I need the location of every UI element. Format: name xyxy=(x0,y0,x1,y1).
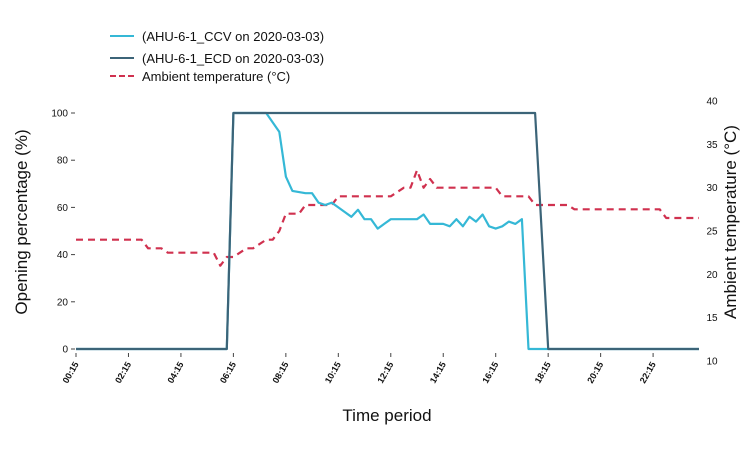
right-y-axis: 10 15 20 25 30 35 40 xyxy=(706,97,718,368)
x-tick-label: 02:15 xyxy=(113,360,133,385)
series-line-2 xyxy=(76,169,699,267)
series-layer xyxy=(76,111,699,351)
left-y-axis: 0 20 40 60 80 100 xyxy=(51,109,75,356)
legend-label-ecd: (AHU-6-1_ECD on 2020-03-03) xyxy=(142,50,325,66)
x-tick-label: 12:15 xyxy=(375,360,395,385)
right-y-tick-label: 25 xyxy=(706,227,718,238)
x-tick-label: 18:15 xyxy=(533,360,553,385)
x-tick-label: 16:15 xyxy=(480,360,500,385)
left-y-tick-label: 60 xyxy=(57,203,69,214)
legend-swatch-ccv xyxy=(110,35,134,37)
series-line-0 xyxy=(76,111,699,351)
x-tick-label: 20:15 xyxy=(585,360,605,385)
x-tick-label: 00:15 xyxy=(61,360,81,385)
right-y-tick-label: 20 xyxy=(706,270,718,281)
legend-item-temperature: Ambient temperature (°C) xyxy=(110,66,290,86)
x-tick-label: 06:15 xyxy=(218,360,238,385)
x-tick-label: 08:15 xyxy=(270,360,290,385)
legend-label-temperature: Ambient temperature (°C) xyxy=(142,68,291,84)
x-axis-title: Time period xyxy=(342,406,431,425)
right-y-tick-label: 30 xyxy=(706,183,718,194)
left-y-tick-label: 20 xyxy=(57,297,69,308)
series-line-1 xyxy=(76,111,699,351)
legend-label-ccv: (AHU-6-1_CCV on 2020-03-03) xyxy=(142,28,325,44)
y-axis-title-right: Ambient temperature (°C) xyxy=(721,125,740,319)
right-y-tick-label: 40 xyxy=(706,97,718,108)
x-tick-label: 04:15 xyxy=(165,360,185,385)
x-tick-label: 14:15 xyxy=(428,360,448,385)
right-y-tick-label: 10 xyxy=(706,357,718,368)
left-y-tick-label: 80 xyxy=(57,156,69,167)
x-axis: 00:15 02:15 04:15 06:15 08:15 10:15 12:15 14:15… xyxy=(61,353,658,385)
left-y-tick-label: 40 xyxy=(57,250,69,261)
left-y-tick-label: 0 xyxy=(62,345,68,356)
x-tick-label: 10:15 xyxy=(323,360,343,385)
legend-item-ccv: (AHU-6-1_CCV on 2020-03-03) xyxy=(110,26,324,46)
x-tick-label: 22:15 xyxy=(638,360,658,385)
left-y-tick-label: 100 xyxy=(51,109,68,120)
y-axis-title-left: Opening percentage (%) xyxy=(12,129,31,314)
right-y-tick-label: 35 xyxy=(706,140,718,151)
right-y-tick-label: 15 xyxy=(706,313,718,324)
legend-item-ecd: (AHU-6-1_ECD on 2020-03-03) xyxy=(110,48,324,68)
legend-swatch-temperature xyxy=(110,75,134,77)
legend-swatch-ecd xyxy=(110,57,134,59)
